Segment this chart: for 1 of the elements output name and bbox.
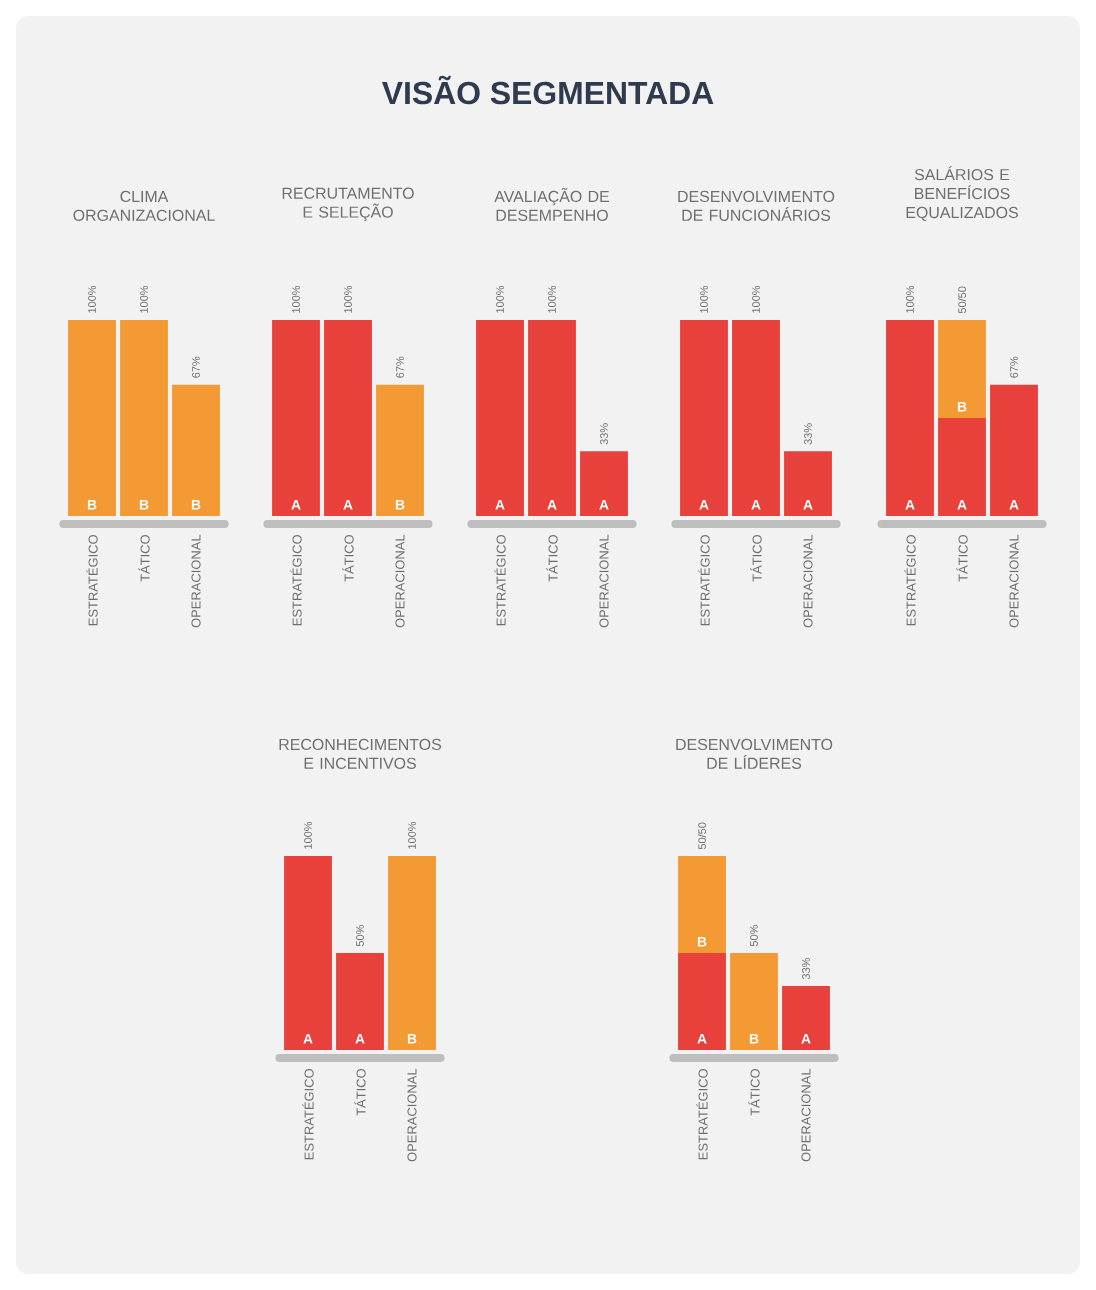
text: VISÃO SEGMENTADA: [382, 75, 714, 105]
